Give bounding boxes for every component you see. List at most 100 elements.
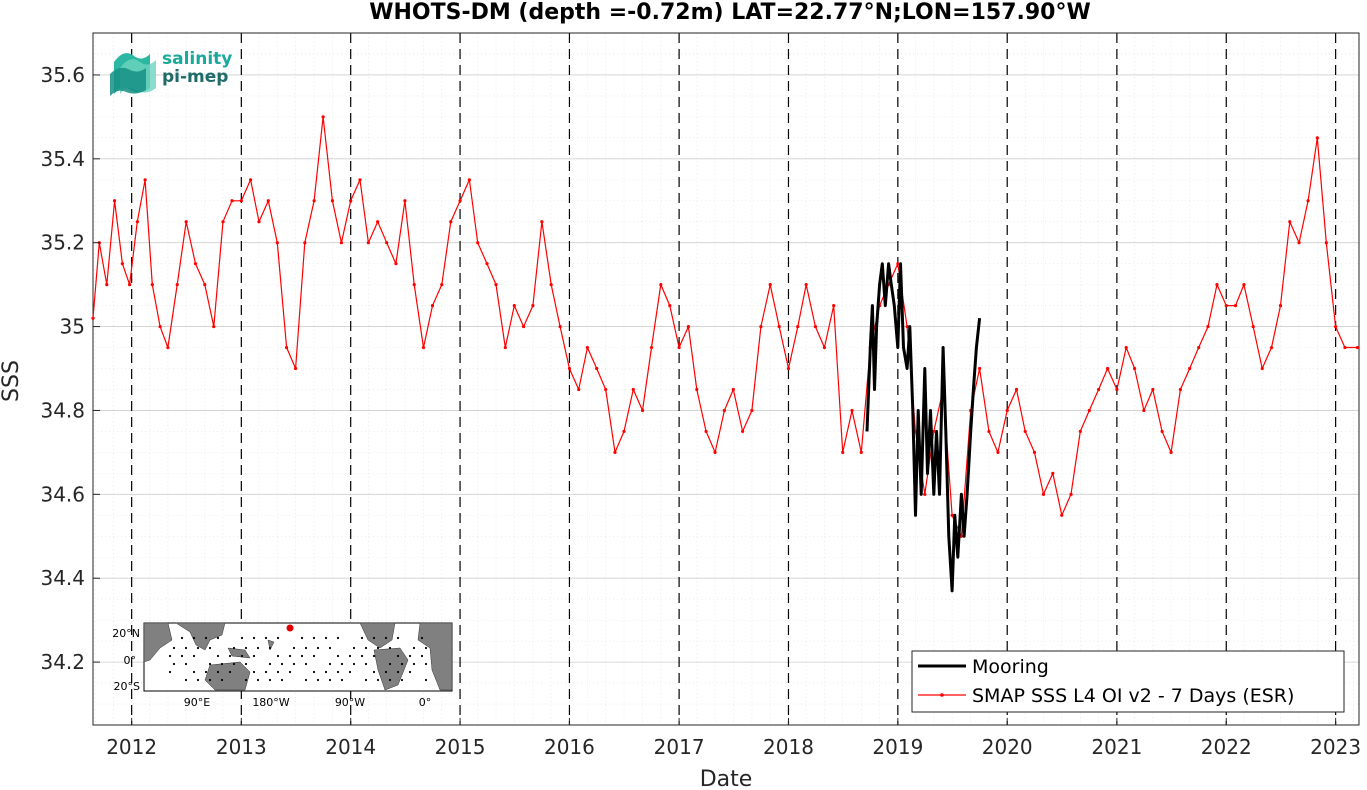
series-point [175,283,179,287]
series-point [668,304,672,308]
inset-dot [364,662,368,666]
series-point [896,262,900,266]
series-point [158,324,162,329]
inset-dot [252,636,256,640]
series-point [796,324,800,329]
inset-dot [184,678,188,682]
x-tick-label: 2012 [106,735,157,759]
series-point [312,199,316,203]
inset-dot [424,646,428,650]
series-point [143,178,147,182]
inset-dot [232,662,236,666]
series-point [1087,408,1091,413]
series-point [385,241,389,245]
chart-title: WHOTS-DM (depth =-0.72m) LAT=22.77°N;LON… [369,0,1091,25]
inset-dot [300,636,304,640]
inset-dot [232,646,236,650]
inset-dot [220,678,224,682]
series-point [150,283,154,287]
inset-dot [292,662,296,666]
inset-dot [220,662,224,666]
inset-float-dots [168,636,428,682]
series-point [1343,345,1347,350]
inset-dot [264,670,268,674]
series-point [275,241,279,245]
inset-dot [384,670,388,674]
series-point [859,450,863,454]
series-point [832,304,836,308]
inset-dot [328,646,332,650]
inset-dot [388,678,392,682]
legend-label-smap: SMAP SSS L4 OI v2 - 7 Days (ESR) [972,685,1294,707]
inset-dot [316,678,320,682]
series-point [412,283,416,287]
series-point [239,199,243,203]
series-point [321,115,325,119]
series-point [659,283,663,287]
series-point [731,387,735,392]
series-point [1142,408,1146,413]
series-point [1215,283,1219,287]
series-point [440,283,444,287]
logo-line2: pi-mep [162,67,228,87]
series-point [1060,513,1064,517]
inset-dot [304,646,308,650]
inset-dot [244,646,248,650]
series-point [567,366,572,371]
series-point [1178,387,1183,392]
x-tick-label: 2014 [325,735,376,759]
y-tick-label: 35.2 [40,231,85,255]
x-tick-label: 2013 [216,735,267,759]
inset-dot [184,646,188,650]
inset-dot [276,654,280,658]
series-point [503,345,507,350]
series-point [1324,241,1328,245]
series-point [1160,429,1164,434]
inset-dot [400,678,404,682]
year-divider-lines [131,33,1337,725]
inset-dot [208,662,212,666]
inset-dot [192,636,196,640]
x-tick-label: 2015 [435,735,486,759]
series-point [577,387,581,392]
y-tick-label: 34.8 [40,398,85,422]
series-point [1306,199,1310,203]
inset-dot [412,646,416,650]
series-point [1188,366,1192,371]
inset-dot [388,646,392,650]
inset-dot [192,670,196,674]
inset-dot [376,646,380,650]
series-point [1297,241,1301,245]
inset-dot [388,662,392,666]
series-point [631,387,635,392]
inset-ylabel-20s: 20°S [114,680,140,693]
inset-dot [348,670,352,674]
x-axis-ticks: 2012 2013 2014 2015 2016 2017 2018 2019 2020 2021… [106,718,1361,759]
series-point [1132,366,1137,371]
series-point [120,262,124,266]
series-mooring [865,262,982,593]
inset-map: 20°N 0° 20°S 90°E 180°W 90°W 0° [112,622,453,709]
series-point [1069,492,1073,496]
series-point [1041,492,1046,496]
series-point [1315,136,1319,140]
logo-line1: salinity [162,49,232,69]
inset-xlabel-0: 0° [419,696,432,709]
inset-dot [184,662,188,666]
inset-dot [364,646,368,650]
inset-dot [340,662,344,666]
series-point [722,408,726,413]
series-point [1260,366,1264,371]
x-tick-label: 2020 [982,735,1033,759]
minor-grid [93,32,1359,725]
series-point [1115,387,1119,392]
inset-dot [216,670,220,674]
inset-xlabel-90e: 90°E [184,696,210,709]
series-point [1014,387,1019,392]
series-point [768,283,772,287]
series-point [249,178,253,182]
inset-dot [204,636,208,640]
x-tick-label: 2023 [1310,735,1361,759]
series-point [595,366,599,371]
